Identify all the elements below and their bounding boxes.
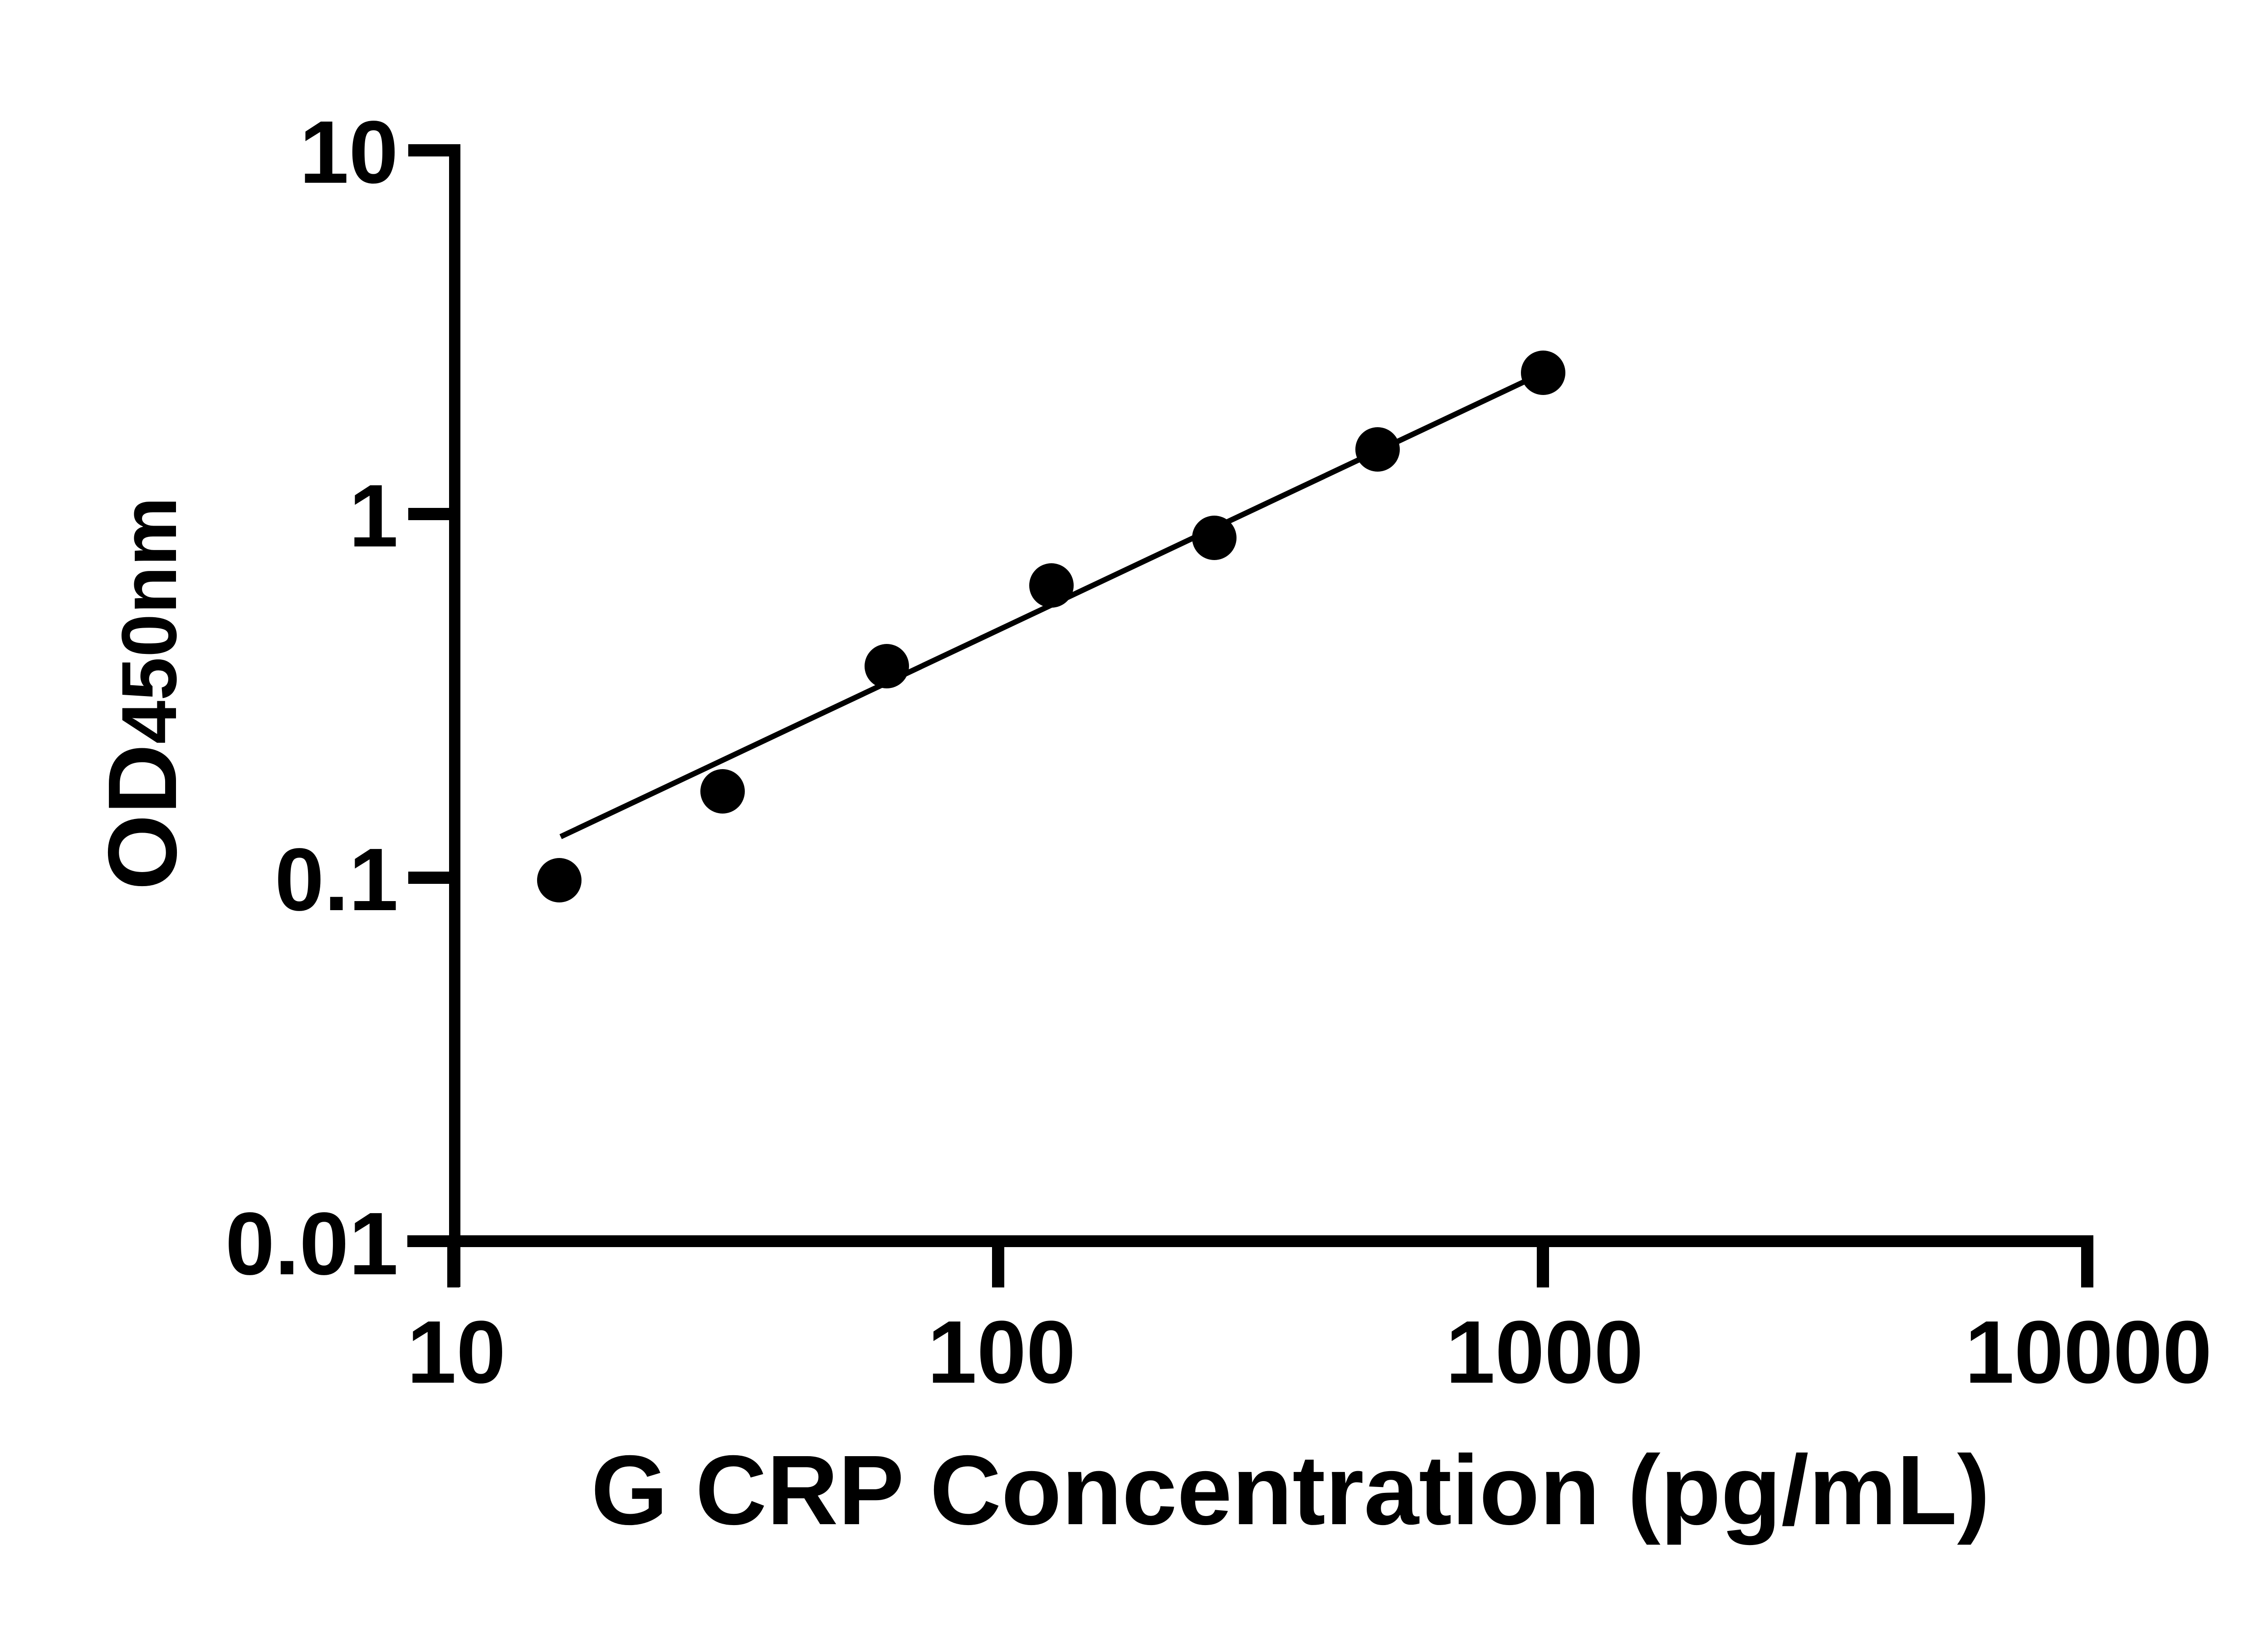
svg-text:1000: 1000	[1446, 1302, 1643, 1402]
svg-text:100: 100	[927, 1302, 1075, 1402]
svg-text:10: 10	[299, 102, 398, 202]
svg-text:1: 1	[349, 466, 398, 566]
svg-text:0.01: 0.01	[225, 1194, 398, 1293]
svg-text:10: 10	[407, 1302, 506, 1402]
svg-text:0.1: 0.1	[275, 830, 398, 929]
svg-text:10000: 10000	[1965, 1302, 2212, 1402]
svg-text:G CRP Concentration (pg/mL): G CRP Concentration (pg/mL)	[591, 1435, 1990, 1545]
svg-text:OD450nm: OD450nm	[88, 497, 197, 890]
